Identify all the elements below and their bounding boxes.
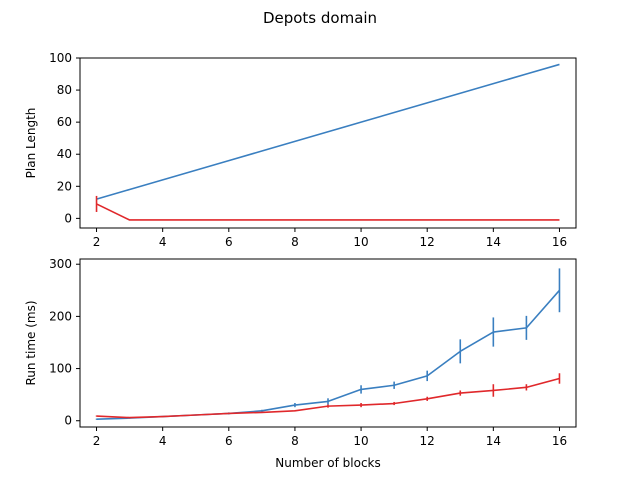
x-tick-label: 6 <box>225 434 233 448</box>
y-axis-label: Run time (ms) <box>24 300 38 385</box>
y-axis-label: Plan Length <box>24 108 38 179</box>
x-tick-label: 4 <box>159 235 167 249</box>
series-red <box>95 195 560 221</box>
axes-frame <box>79 57 577 229</box>
y-tick-label: 60 <box>57 115 72 129</box>
figure-title: Depots domain <box>263 9 377 27</box>
run-time-panel: 2 4 6 8 10 12 14 16 0 100 200 300 Run time (ms) Numbe… <box>24 257 577 470</box>
y-tick-label: 0 <box>64 211 72 225</box>
x-tick-label: 4 <box>159 434 167 448</box>
y-tick-label: 200 <box>49 309 72 323</box>
y-tick-label: 300 <box>49 257 72 271</box>
series-blue <box>95 268 561 420</box>
y-tick-label: 0 <box>64 414 72 428</box>
series-line <box>96 377 560 419</box>
x-tick-label: 10 <box>353 235 368 249</box>
plan-length-panel: 2 4 6 8 10 12 14 16 0 20 40 60 80 100 Plan Length <box>24 51 577 249</box>
x-tick-label: 6 <box>225 235 233 249</box>
x-tick-label: 16 <box>552 235 567 249</box>
y-tick-label: 40 <box>57 147 72 161</box>
series-red <box>95 373 561 419</box>
x-tick-label: 8 <box>291 235 299 249</box>
x-tick-label: 2 <box>93 434 101 448</box>
x-tick-label: 8 <box>291 434 299 448</box>
y-tick-label: 100 <box>49 362 72 376</box>
series-line <box>96 203 560 221</box>
x-tick-label: 16 <box>552 434 567 448</box>
x-tick-label: 12 <box>420 235 435 249</box>
x-tick-label: 2 <box>93 235 101 249</box>
axes-frame <box>79 258 577 428</box>
y-tick-label: 100 <box>49 51 72 65</box>
x-tick-label: 14 <box>486 235 501 249</box>
series-line <box>96 63 560 200</box>
y-tick-label: 80 <box>57 83 72 97</box>
x-tick-label: 14 <box>486 434 501 448</box>
x-tick-label: 12 <box>420 434 435 448</box>
y-tick-label: 20 <box>57 179 72 193</box>
x-axis-label: Number of blocks <box>275 456 381 470</box>
series-blue <box>96 63 560 200</box>
x-tick-label: 10 <box>353 434 368 448</box>
